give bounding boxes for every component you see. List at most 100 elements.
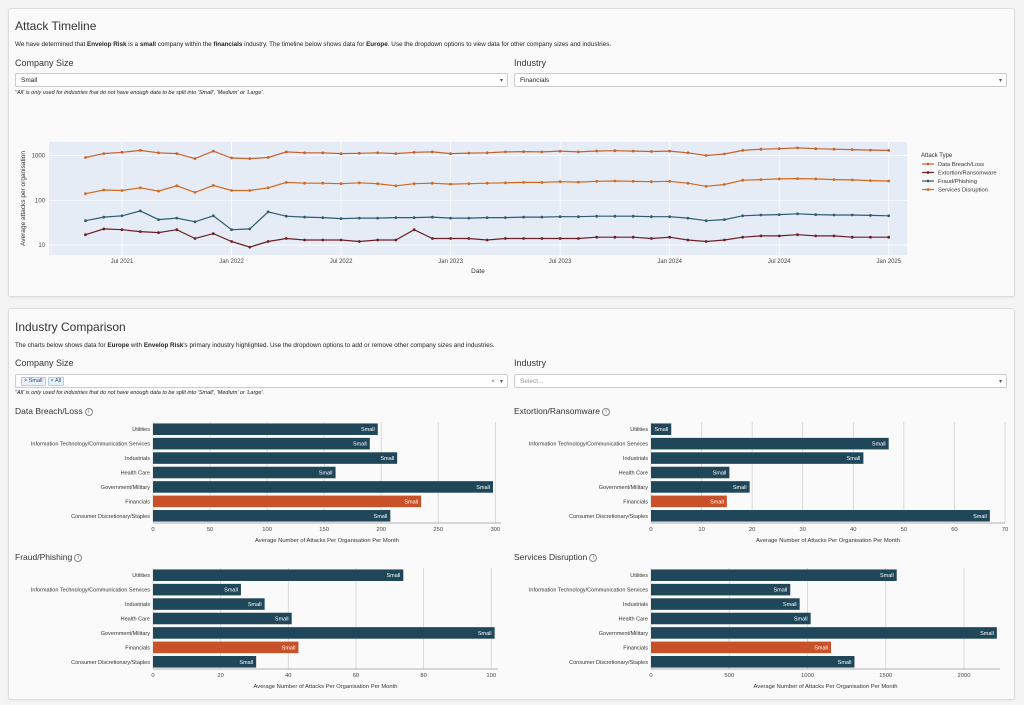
size-chip-small[interactable]: × Small [21,376,46,386]
bar-label: Small [239,660,253,666]
data-point [102,215,106,219]
data-point [558,180,562,184]
data-point [668,215,672,219]
y-axis-title: Average attacks per organisation [20,151,27,246]
data-point [266,186,270,190]
industry-multiselect[interactable]: Select... ▾ [514,374,1007,388]
x-axis-title: Average Number of Attacks Per Organisati… [754,684,898,690]
bar [153,452,398,464]
bar [651,598,800,610]
bar [153,627,495,639]
chip-remove-icon[interactable]: × [24,377,28,384]
bar [651,641,831,654]
attack-timeline-description: We have determined that Envelop Risk is … [15,41,612,48]
data-point [704,219,708,223]
data-point [668,149,672,153]
bar [153,656,257,668]
category-label: Industrials [125,602,150,608]
data-point [175,228,179,232]
company-size-label: Company Size [15,358,74,368]
info-icon[interactable]: i [74,553,83,562]
bar-label: Small [880,573,894,579]
industry-comparison-title: Industry Comparison [15,320,126,334]
data-point [540,181,544,184]
data-point [522,215,525,219]
category-label: Government/Military [101,631,150,637]
data-breach-bar-chart[interactable]: 0 50 100 150 200 250 300 Small Utilities Small Inf… [9,419,509,549]
bar [651,452,864,464]
data-point [449,237,452,240]
category-label: Information Technology/Communication Ser… [31,442,150,448]
y-tick-label: 100 [35,198,46,204]
data-point [704,240,708,243]
x-tick-label: Jan 2025 [876,259,901,265]
data-point [814,147,818,151]
data-point [796,177,799,180]
x-tick-label: 60 [353,673,359,679]
data-point [777,177,781,181]
data-point [248,245,252,249]
data-point [887,179,891,183]
data-point [84,192,87,196]
data-point [485,181,489,185]
legend-item: Services Disruption [938,188,988,194]
data-point [869,235,872,239]
industry-select[interactable]: Financials ▾ [514,73,1007,87]
company-size-multiselect[interactable]: × Small × All × ▾ [15,374,508,388]
x-tick-label: Jan 2022 [219,259,244,265]
data-point [284,150,288,154]
chip-remove-icon[interactable]: × [50,377,54,384]
data-point [248,189,252,192]
data-point [759,178,763,181]
x-tick-label: 70 [1002,527,1008,533]
fraud-bar-chart[interactable]: 0 20 40 60 80 100 Small Utilities Small Informati… [9,565,509,695]
clear-icon[interactable]: × [491,378,495,385]
x-tick-label: Jan 2024 [657,259,682,265]
data-point [175,152,179,155]
company-size-select[interactable]: Small ▾ [15,73,508,87]
company-size-label: Company Size [15,58,74,68]
x-tick-label: 0 [649,527,652,533]
data-point [230,156,234,160]
x-tick-label: 0 [649,673,652,679]
data-point [412,182,416,186]
data-point [759,234,763,238]
data-point [668,179,672,183]
data-point [230,189,234,192]
data-point [431,181,434,185]
size-chip-all[interactable]: × All [47,376,65,386]
info-icon[interactable]: i [589,553,598,562]
data-point [796,146,799,150]
bar-label: Small [282,645,296,651]
data-point [759,147,763,151]
data-point [412,150,416,154]
data-point [522,237,525,240]
extortion-chart-title: Extortion/Ransomware i [514,406,610,416]
attack-timeline-chart[interactable]: 10 100 1000 Jul 2021 Jan 2022 Jul 2022 Jan 202… [9,137,1014,282]
data-point [814,177,818,181]
x-tick-label: 2000 [958,673,971,679]
services-disruption-bar-chart[interactable]: 0 500 1000 1500 2000 Small Utilities Small Infor… [508,565,1008,695]
info-icon[interactable]: i [84,407,93,416]
bar-label: Small [973,514,987,520]
category-label: Information Technology/Communication Ser… [529,588,648,594]
data-point [723,152,726,156]
bar [153,583,241,596]
chevron-down-icon: ▾ [499,78,503,84]
bar [651,656,855,668]
data-point [321,238,325,242]
data-point [814,234,818,238]
data-point [704,154,708,157]
data-point [357,151,361,155]
x-axis-title: Average Number of Attacks Per Organisati… [254,684,398,690]
info-icon[interactable]: i [601,407,610,416]
bar-label: Small [361,427,375,433]
data-point [777,234,781,238]
data-point [357,181,361,185]
x-tick-label: 0 [151,527,154,533]
data-point [631,214,635,218]
data-point [777,147,781,151]
extortion-bar-chart[interactable]: 0 10 20 30 40 50 60 70 Small Utilities Small Inform… [508,419,1008,549]
data-point [431,237,434,240]
bar [153,598,265,610]
